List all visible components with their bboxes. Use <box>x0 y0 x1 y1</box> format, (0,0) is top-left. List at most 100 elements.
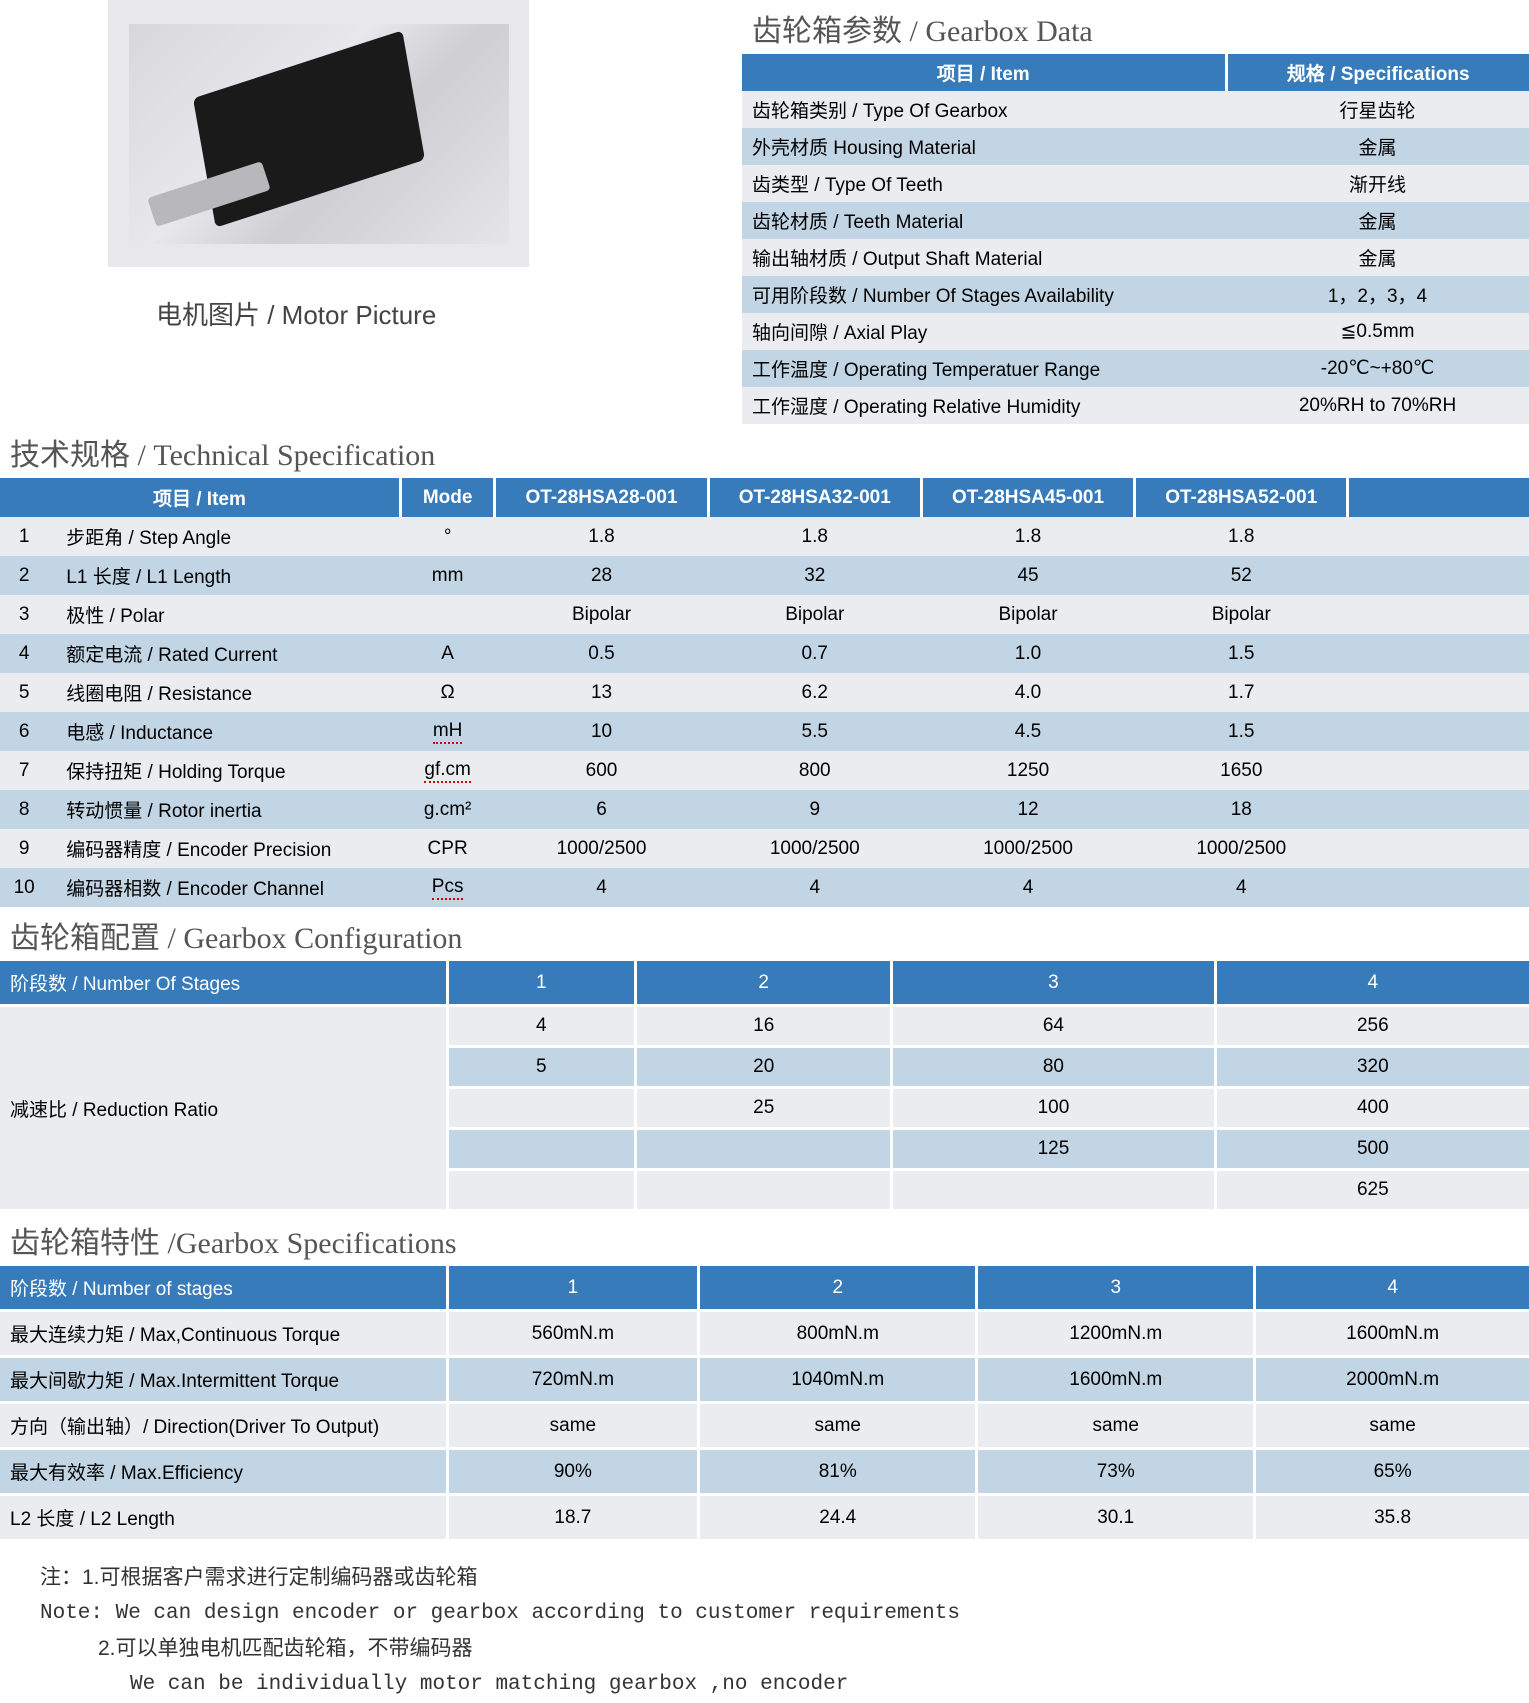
tech-row-value: 1000/2500 <box>1135 829 1348 868</box>
gearbox-data-section: 齿轮箱参数 / Gearbox Data 项目 / Item 规格 / Spec… <box>742 0 1529 424</box>
tech-row-blank <box>1348 868 1529 907</box>
config-value: 20 <box>636 1047 892 1088</box>
tech-row-value: 1250 <box>921 751 1134 790</box>
tech-row-index: 6 <box>0 712 48 751</box>
tech-row-value: 4 <box>495 868 708 907</box>
gspec-value: 1200mN.m <box>977 1311 1255 1357</box>
tech-row-index: 10 <box>0 868 48 907</box>
gspec-value: same <box>699 1403 977 1449</box>
gearbox-row: 齿轮箱类别 / Type Of Gearbox行星齿轮 <box>742 91 1529 128</box>
gspec-value: 1600mN.m <box>1255 1311 1529 1357</box>
gearbox-item-label: 轴向间隙 / Axial Play <box>742 313 1226 350</box>
tech-row: 9编码器精度 / Encoder PrecisionCPR1000/250010… <box>0 829 1529 868</box>
tech-row-value: 13 <box>495 673 708 712</box>
gearbox-item-spec: ≦0.5mm <box>1226 313 1529 350</box>
gearbox-item-label: 工作温度 / Operating Temperatuer Range <box>742 350 1226 387</box>
gearbox-row: 可用阶段数 / Number Of Stages Availability1，2… <box>742 276 1529 313</box>
tech-row-value: 1.5 <box>1135 634 1348 673</box>
config-value <box>447 1129 636 1170</box>
tech-row-blank <box>1348 634 1529 673</box>
gearbox-header-spec: 规格 / Specifications <box>1226 54 1529 91</box>
tech-row: 4额定电流 / Rated CurrentA0.50.71.01.5 <box>0 634 1529 673</box>
tech-row-label: 线圈电阻 / Resistance <box>48 673 400 712</box>
motor-picture-caption: 电机图片 / Motor Picture <box>108 267 742 332</box>
tech-row-blank <box>1348 595 1529 634</box>
tech-row-value: 800 <box>708 751 921 790</box>
tech-row-value: Bipolar <box>1135 595 1348 634</box>
tech-row-value: Bipolar <box>921 595 1134 634</box>
tech-row-value: 1.7 <box>1135 673 1348 712</box>
gearbox-data-table: 项目 / Item 规格 / Specifications 齿轮箱类别 / Ty… <box>742 54 1529 424</box>
gspec-value: same <box>447 1403 699 1449</box>
gearbox-config-table: 阶段数 / Number Of Stages 1 2 3 4 减速比 / Red… <box>0 961 1529 1212</box>
tech-row: 1步距角 / Step Angle°1.81.81.81.8 <box>0 517 1529 556</box>
gearbox-row: 外壳材质 Housing Material金属 <box>742 128 1529 165</box>
tech-row-blank <box>1348 790 1529 829</box>
gspec-row-label: L2 长度 / L2 Length <box>0 1495 447 1541</box>
gearbox-row: 齿类型 / Type Of Teeth渐开线 <box>742 165 1529 202</box>
tech-row-index: 7 <box>0 751 48 790</box>
gspec-value: 1040mN.m <box>699 1357 977 1403</box>
gspec-value: 24.4 <box>699 1495 977 1541</box>
gearbox-item-spec: -20℃~+80℃ <box>1226 350 1529 387</box>
tech-row-index: 1 <box>0 517 48 556</box>
gspec-value: 73% <box>977 1449 1255 1495</box>
gspec-value: 35.8 <box>1255 1495 1529 1541</box>
tech-row-value: 1000/2500 <box>708 829 921 868</box>
tech-row-value: Bipolar <box>708 595 921 634</box>
tech-row-blank <box>1348 829 1529 868</box>
tech-row-blank <box>1348 751 1529 790</box>
tech-row-label: 步距角 / Step Angle <box>48 517 400 556</box>
tech-row-index: 8 <box>0 790 48 829</box>
gearbox-data-title: 齿轮箱参数 / Gearbox Data <box>742 0 1529 54</box>
config-value: 320 <box>1215 1047 1529 1088</box>
tech-row-value: 6.2 <box>708 673 921 712</box>
tech-row-label: 保持扭矩 / Holding Torque <box>48 751 400 790</box>
config-value: 25 <box>636 1088 892 1129</box>
tech-row-mode: mm <box>400 556 495 595</box>
gearbox-item-label: 可用阶段数 / Number Of Stages Availability <box>742 276 1226 313</box>
gspec-stage-2: 3 <box>977 1266 1255 1311</box>
tech-row-value: 1650 <box>1135 751 1348 790</box>
tech-row-mode: ° <box>400 517 495 556</box>
gearbox-row: 输出轴材质 / Output Shaft Material金属 <box>742 239 1529 276</box>
tech-row-value: 1.8 <box>1135 517 1348 556</box>
gspec-row-label: 最大有效率 / Max.Efficiency <box>0 1449 447 1495</box>
config-value: 16 <box>636 1006 892 1047</box>
tech-row-mode: Pcs <box>400 868 495 907</box>
tech-row: 5线圈电阻 / ResistanceΩ136.24.01.7 <box>0 673 1529 712</box>
tech-row-value: 18 <box>1135 790 1348 829</box>
tech-header-item: 项目 / Item <box>0 478 400 517</box>
tech-row-value: 6 <box>495 790 708 829</box>
gearbox-item-label: 外壳材质 Housing Material <box>742 128 1226 165</box>
motor-picture-column: 电机图片 / Motor Picture <box>0 0 742 332</box>
gspec-row-label: 方向（输出轴）/ Direction(Driver To Output) <box>0 1403 447 1449</box>
tech-row-value: 4 <box>708 868 921 907</box>
tech-row-value: 52 <box>1135 556 1348 595</box>
tech-row-value: 4.0 <box>921 673 1134 712</box>
gearbox-item-spec: 金属 <box>1226 128 1529 165</box>
tech-header-model-2: OT-28HSA45-001 <box>921 478 1134 517</box>
tech-row-value: 1.8 <box>708 517 921 556</box>
tech-header-model-0: OT-28HSA28-001 <box>495 478 708 517</box>
config-stage-1: 2 <box>636 961 892 1006</box>
config-value <box>447 1170 636 1211</box>
config-row: 减速比 / Reduction Ratio41664256 <box>0 1006 1529 1047</box>
gspec-value: 560mN.m <box>447 1311 699 1357</box>
tech-row-mode: gf.cm <box>400 751 495 790</box>
tech-row-value: 1000/2500 <box>921 829 1134 868</box>
tech-row-value: 1.0 <box>921 634 1134 673</box>
tech-row-mode <box>400 595 495 634</box>
tech-row-value: 1.5 <box>1135 712 1348 751</box>
config-value: 256 <box>1215 1006 1529 1047</box>
gearbox-item-spec: 20%RH to 70%RH <box>1226 387 1529 424</box>
tech-row-value: 10 <box>495 712 708 751</box>
gspec-value: 65% <box>1255 1449 1529 1495</box>
gspec-row: 最大连续力矩 / Max,Continuous Torque560mN.m800… <box>0 1311 1529 1357</box>
gspec-value: 1600mN.m <box>977 1357 1255 1403</box>
gearbox-item-spec: 1，2，3，4 <box>1226 276 1529 313</box>
config-value <box>636 1170 892 1211</box>
config-value <box>892 1170 1215 1211</box>
gearbox-item-spec: 行星齿轮 <box>1226 91 1529 128</box>
gearbox-item-label: 齿轮箱类别 / Type Of Gearbox <box>742 91 1226 128</box>
